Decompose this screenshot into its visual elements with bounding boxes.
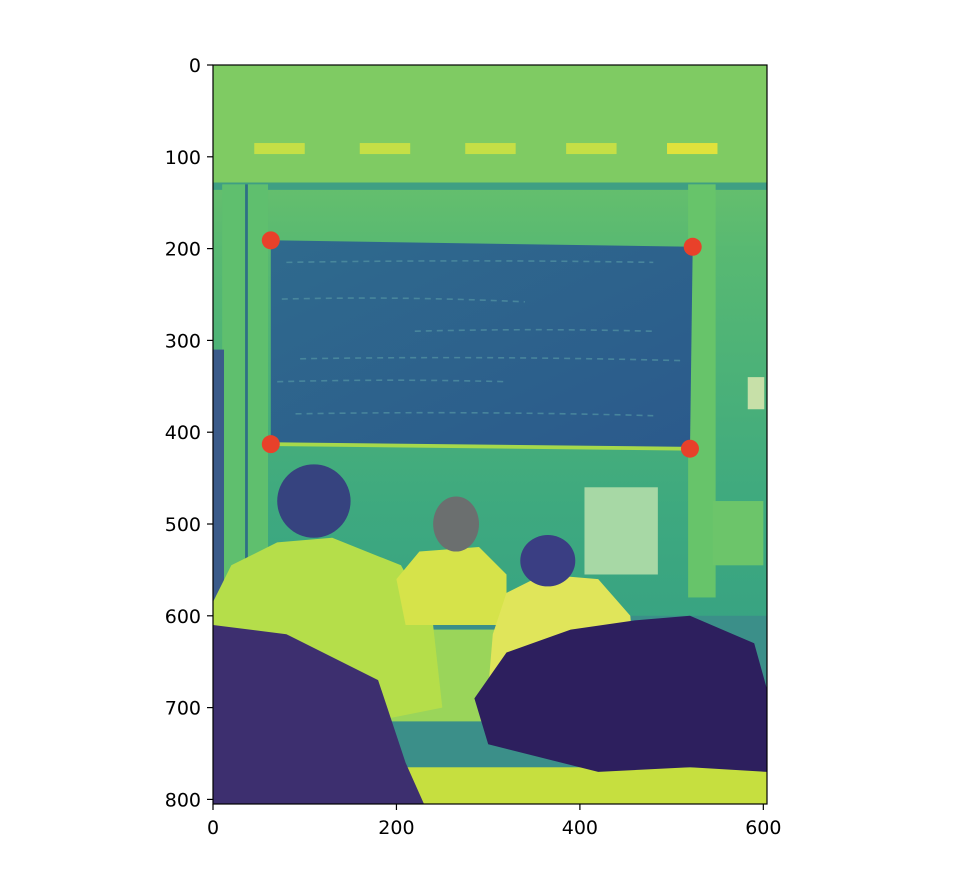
left-dark-edge	[213, 349, 225, 625]
front-desk	[405, 767, 767, 804]
scatter-point	[261, 231, 280, 250]
chalk-writing	[281, 297, 525, 303]
x-tick-label: 0	[207, 817, 219, 839]
chalk-writing	[277, 379, 507, 383]
student-middle-head	[433, 496, 479, 552]
y-tick-label: 0	[189, 55, 201, 77]
jacket-on-chair	[474, 615, 767, 772]
foreground-dark	[213, 625, 424, 804]
image-plot-area	[213, 65, 767, 804]
y-tick-label: 200	[165, 239, 201, 261]
ceiling-light	[254, 143, 305, 155]
student-right-head	[520, 535, 576, 587]
ceiling-light	[566, 143, 617, 155]
shelf-items	[712, 501, 764, 566]
chalk-writing	[295, 411, 654, 417]
student-middle-back	[396, 547, 507, 625]
wall-sign	[747, 377, 765, 410]
ceiling	[213, 65, 767, 185]
chalk-writing	[300, 356, 681, 362]
y-tick-label: 600	[165, 606, 201, 628]
scatter-point	[680, 439, 699, 458]
y-tick-label: 100	[165, 147, 201, 169]
blackboard-ledge	[270, 442, 690, 451]
y-tick-label: 300	[165, 330, 201, 352]
y-axis: 0 100 200 300 400 500 600 700 800	[165, 55, 213, 811]
student-left-head	[277, 464, 351, 538]
left-frame-line	[245, 184, 248, 607]
scatter-point	[261, 435, 280, 454]
ceiling-light	[667, 143, 718, 155]
x-tick-label: 400	[562, 817, 598, 839]
ceiling-light	[359, 143, 411, 155]
x-tick-label: 600	[745, 817, 781, 839]
y-tick-label: 500	[165, 514, 201, 536]
scatter-point	[683, 237, 702, 256]
ceiling-light	[465, 143, 516, 155]
plot-frame	[212, 64, 768, 805]
y-tick-label: 700	[165, 698, 201, 720]
scatter-markers	[261, 231, 702, 458]
chalk-writing	[286, 260, 654, 264]
ceiling-edge	[213, 182, 767, 190]
wall-poster	[584, 487, 658, 575]
blackboard	[270, 240, 693, 449]
y-tick-label: 400	[165, 422, 201, 444]
x-tick-label: 200	[378, 817, 414, 839]
x-axis: 0 200 400 600	[207, 804, 781, 839]
y-tick-label: 800	[165, 789, 201, 811]
